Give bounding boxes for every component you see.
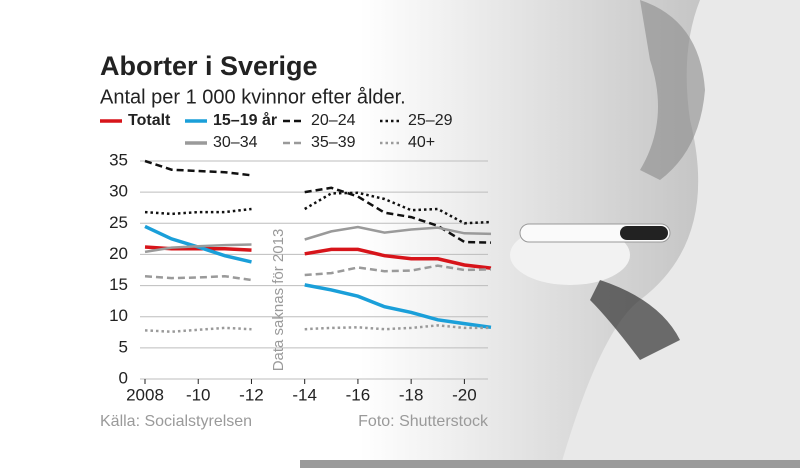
legend-label: 40+ (408, 134, 435, 151)
photo-credit: Foto: Shutterstock (358, 413, 489, 430)
photo-shapes (300, 0, 800, 468)
y-tick-label: 0 (119, 368, 128, 387)
series-line (144, 264, 492, 282)
legend-label: 20–24 (311, 112, 356, 129)
legend-label: Totalt (128, 112, 171, 129)
plot-area: 0 5 10 15 20 25 30 35 2008 -10 -12 -14 -16 -18 -20 (109, 150, 492, 404)
x-tick-label: -18 (399, 385, 424, 404)
series-line (144, 225, 492, 254)
x-tick-label: 2008 (126, 385, 164, 404)
x-tick-label: -20 (452, 385, 477, 404)
series-line (144, 159, 492, 244)
y-tick-label: 15 (109, 275, 128, 294)
y-tick-label: 25 (109, 213, 128, 232)
x-tick-label: -10 (186, 385, 211, 404)
annotation: Data saknas för 2013 (270, 229, 287, 372)
y-tick-label: 20 (109, 244, 128, 263)
y-tick-label: 30 (109, 182, 128, 201)
legend: Totalt 15–19 år 20–24 25–29 30–34 35–39 40+ (100, 111, 453, 151)
x-tick-label: -16 (346, 385, 371, 404)
legend-label: 35–39 (311, 134, 356, 151)
series-line (144, 324, 491, 333)
x-tick-label: -14 (292, 385, 317, 404)
chart-title: Aborter i Sverige (100, 51, 318, 81)
legend-label: 25–29 (408, 112, 453, 129)
x-tick-label: -12 (239, 385, 264, 404)
legend-label: 15–19 år (213, 111, 277, 129)
legend-label: 30–34 (213, 134, 258, 151)
source: Källa: Socialstyrelsen (100, 413, 252, 430)
y-tick-label: 10 (109, 306, 128, 325)
series-line (144, 191, 492, 225)
y-tick-label: 35 (109, 150, 128, 169)
y-tick-label: 5 (119, 337, 128, 356)
chart-subtitle: Antal per 1 000 kvinnor efter ålder. (100, 86, 406, 108)
